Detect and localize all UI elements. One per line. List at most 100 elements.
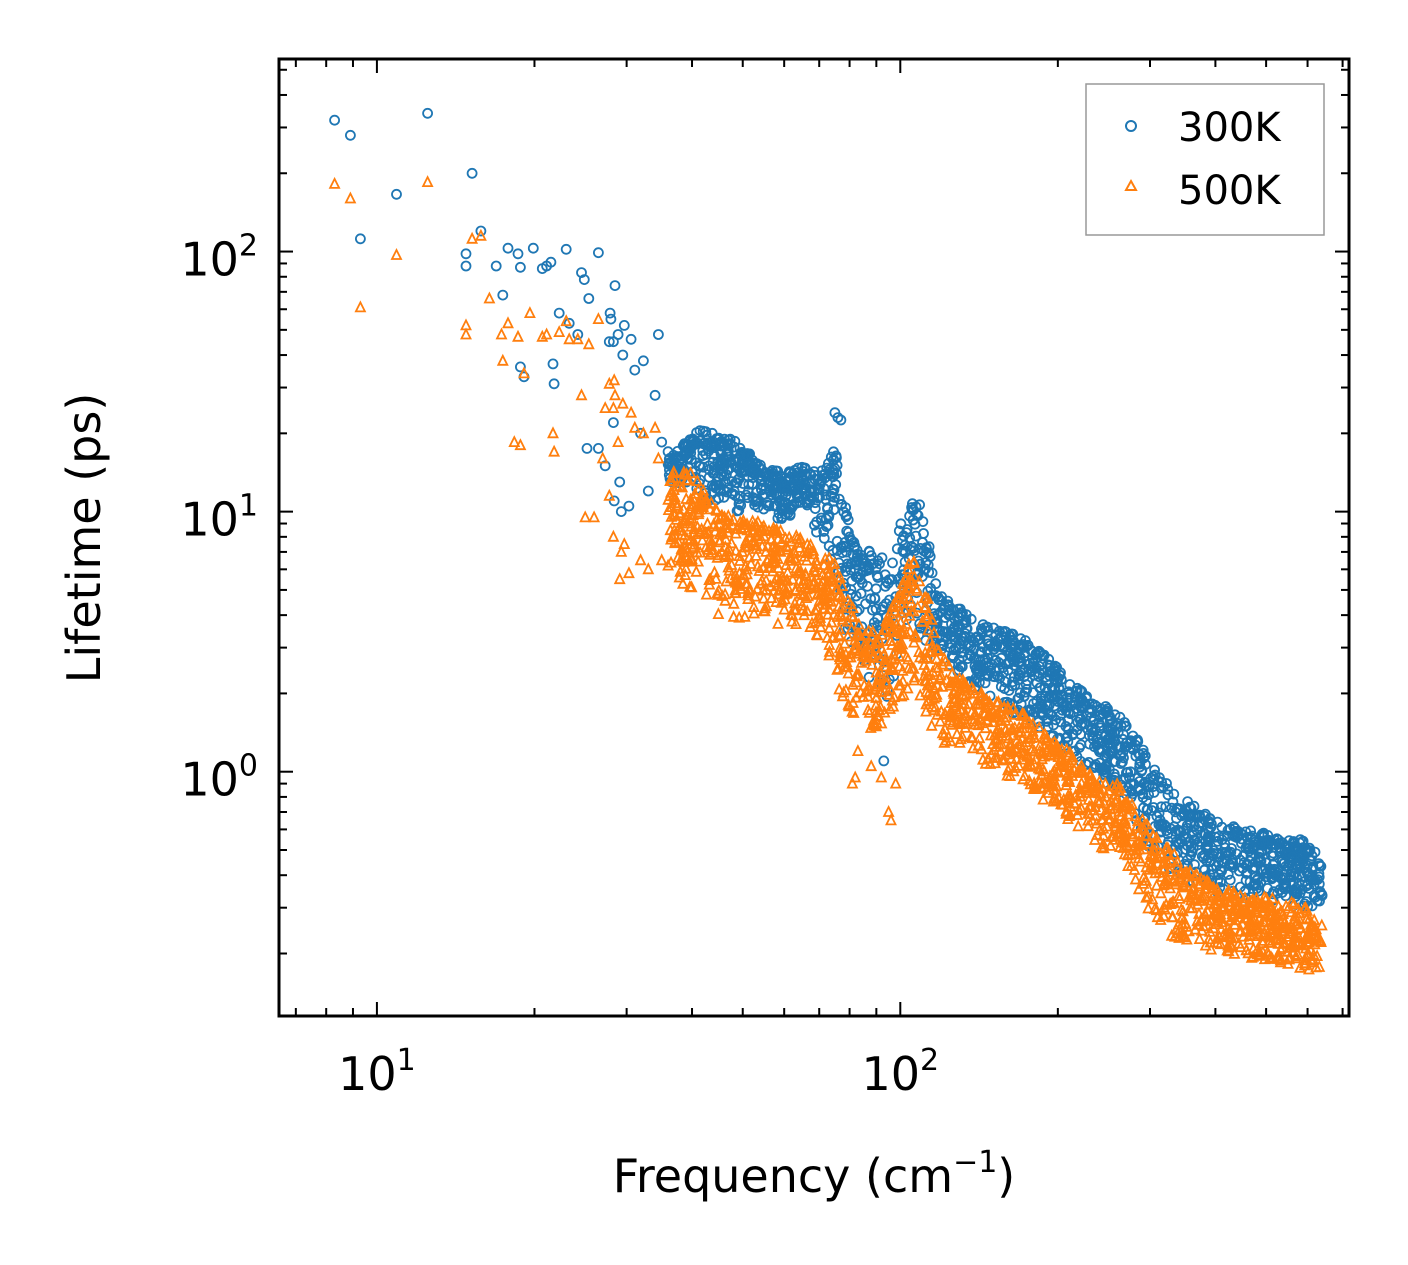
data-point-300K <box>941 627 953 639</box>
data-point-500K <box>786 608 799 621</box>
data-point-500K <box>748 606 761 619</box>
data-point-500K <box>894 624 907 637</box>
data-point-300K <box>1168 821 1180 833</box>
data-point-300K <box>1279 872 1291 884</box>
data-point-300K <box>605 313 617 325</box>
data-point-500K <box>1306 918 1319 931</box>
data-point-300K <box>1004 630 1016 641</box>
data-point-300K <box>1208 845 1220 857</box>
data-point-500K <box>1250 904 1263 917</box>
data-point-500K <box>1025 758 1038 771</box>
data-point-500K <box>665 485 677 498</box>
data-point-300K <box>653 329 664 340</box>
data-point-300K <box>758 468 769 480</box>
data-point-300K <box>618 319 630 331</box>
data-point-500K <box>706 545 719 558</box>
data-point-500K <box>1121 847 1134 860</box>
data-point-500K <box>603 488 616 501</box>
data-point-500K <box>823 574 836 587</box>
data-point-500K <box>727 596 740 609</box>
data-point-300K <box>820 489 832 501</box>
data-point-500K <box>1117 840 1130 853</box>
data-point-500K <box>786 614 798 627</box>
data-point-500K <box>993 704 1006 717</box>
data-point-500K <box>749 589 762 602</box>
data-point-500K <box>1249 895 1262 908</box>
data-point-300K <box>1160 801 1172 813</box>
data-point-500K <box>668 492 681 505</box>
data-point-500K <box>1201 904 1214 917</box>
data-point-300K <box>1089 699 1101 711</box>
data-point-500K <box>790 528 803 541</box>
data-point-500K <box>842 666 855 679</box>
data-point-500K <box>853 644 866 656</box>
data-point-500K <box>540 327 553 340</box>
data-point-500K <box>726 517 739 530</box>
data-point-500K <box>704 502 716 515</box>
data-point-300K <box>920 563 931 575</box>
data-point-300K <box>724 433 736 445</box>
y-tick-label-exp: 2 <box>239 229 258 264</box>
data-point-500K <box>1244 917 1257 930</box>
data-point-500K <box>1000 722 1012 735</box>
data-point-300K <box>502 242 514 254</box>
data-point-300K <box>391 188 402 200</box>
data-point-300K <box>954 642 965 654</box>
data-point-500K <box>1211 935 1224 948</box>
data-point-500K <box>1220 910 1233 923</box>
data-point-500K <box>1140 890 1153 903</box>
data-point-500K <box>875 770 888 783</box>
data-point-500K <box>1079 780 1092 793</box>
data-point-300K <box>1238 857 1250 868</box>
data-point-500K <box>706 543 719 556</box>
data-point-500K <box>828 556 841 569</box>
data-point-500K <box>1173 891 1186 904</box>
data-point-500K <box>930 652 943 664</box>
data-point-500K <box>1232 898 1245 911</box>
data-point-500K <box>1266 951 1279 964</box>
data-point-300K <box>1258 827 1269 839</box>
data-point-300K <box>662 458 674 470</box>
data-point-300K <box>625 333 637 345</box>
data-point-300K <box>572 329 584 340</box>
data-point-300K <box>749 499 760 511</box>
data-point-500K <box>1025 731 1038 743</box>
data-point-500K <box>618 537 631 549</box>
data-point-500K <box>1183 875 1196 888</box>
data-point-300K <box>853 554 864 566</box>
data-point-300K <box>1301 880 1313 892</box>
data-point-300K <box>1294 858 1306 870</box>
data-point-500K <box>780 539 793 551</box>
data-point-500K <box>483 291 496 304</box>
data-point-500K <box>1182 890 1195 903</box>
data-point-500K <box>699 525 712 538</box>
legend-marker-300K <box>1125 120 1137 132</box>
data-point-500K <box>1215 922 1228 935</box>
data-point-300K <box>1304 845 1316 856</box>
data-point-300K <box>475 225 487 237</box>
data-point-300K <box>770 479 782 491</box>
data-point-500K <box>854 685 867 698</box>
data-point-500K <box>845 622 858 635</box>
data-point-500K <box>1293 906 1306 918</box>
data-point-300K <box>761 497 773 509</box>
data-point-500K <box>911 600 924 612</box>
data-point-500K <box>1194 913 1207 926</box>
data-point-300K <box>682 452 694 464</box>
series-500K <box>328 175 1328 975</box>
data-point-500K <box>616 396 629 409</box>
plot-frame <box>277 57 1351 1018</box>
x-tick-label: 102 <box>861 1043 939 1101</box>
data-point-300K <box>920 542 932 553</box>
data-point-300K <box>1118 729 1129 740</box>
data-point-300K <box>1191 833 1203 844</box>
data-point-500K <box>466 231 479 244</box>
data-point-500K <box>1097 837 1110 850</box>
data-point-500K <box>642 562 655 575</box>
y-tick-label-base: 10 <box>180 493 239 547</box>
data-point-500K <box>808 574 821 587</box>
data-point-500K <box>934 714 947 727</box>
data-point-300K <box>1117 747 1129 758</box>
data-point-500K <box>575 388 588 401</box>
data-point-300K <box>1132 784 1144 795</box>
